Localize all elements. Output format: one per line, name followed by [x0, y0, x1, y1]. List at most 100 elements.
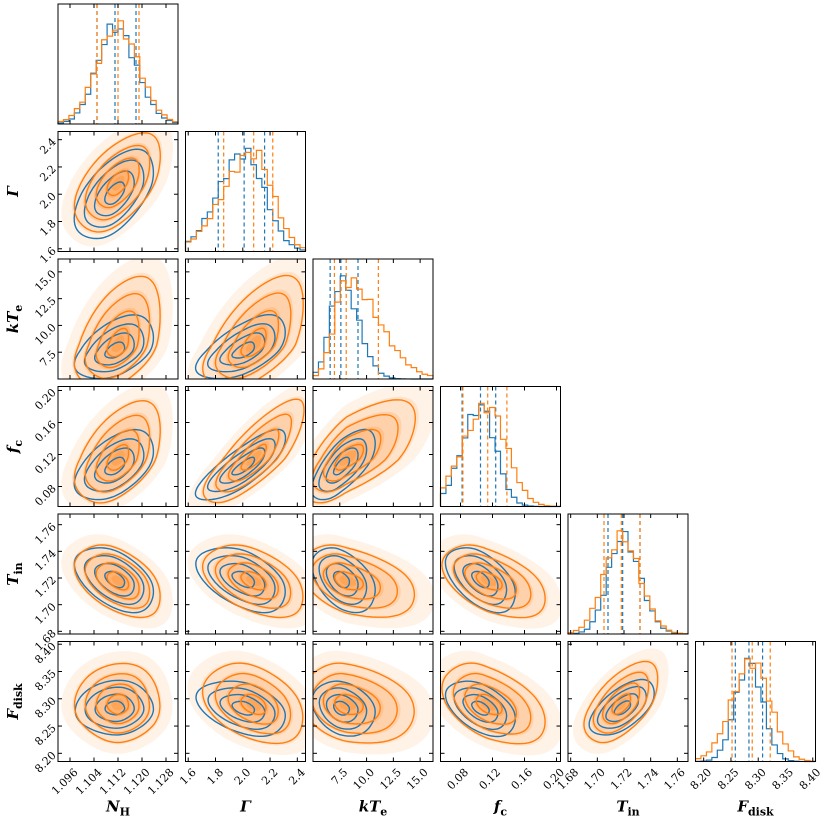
contour-4-2-0-2 [318, 554, 368, 605]
density-band-3-1-2 [213, 411, 294, 494]
panel-frame-2-1 [185, 258, 306, 380]
x-tick-label-2-0: 7.5 [329, 766, 351, 788]
contour-2-1-0-1 [219, 332, 266, 366]
contour-5-3-0-3 [444, 680, 517, 738]
y-tick-label-5-1: 8.25 [32, 722, 59, 749]
contours-4-1 [195, 544, 304, 619]
contour-5-4-1-1 [602, 682, 641, 725]
contour-4-0-1-0 [106, 570, 130, 591]
y-tick-label-3-1: 0.12 [32, 450, 59, 477]
x-tick-label-2-1: 10.0 [351, 766, 378, 793]
contour-1-0-0-3 [73, 148, 155, 240]
x-tick-label-4-4: 1.76 [661, 766, 688, 793]
contour-3-1-0-1 [219, 447, 266, 484]
x-tick-label-0-4: 1.128 [145, 766, 176, 797]
y-axis-label-4: Tin [4, 562, 25, 585]
contour-5-1-1-1 [227, 683, 279, 725]
x-tick-label-1-0: 1.6 [177, 766, 199, 788]
density-band-5-1-1 [200, 661, 306, 746]
contour-2-1-1-3 [202, 274, 304, 379]
panel-frame-4-3 [440, 513, 561, 635]
density-2-0 [61, 259, 173, 379]
contours-4-3 [441, 544, 546, 619]
histogram-1-series-1 [184, 149, 307, 252]
contours-3-1 [194, 398, 305, 504]
x-tick-label-4-1: 1.70 [581, 766, 608, 793]
x-tick-label-0-1: 1.104 [73, 766, 104, 797]
contour-2-0-0-2 [83, 323, 145, 373]
contour-5-2-1-2 [313, 672, 398, 735]
panel-frame-5-4 [567, 641, 689, 762]
contour-4-1-1-0 [240, 570, 267, 591]
contour-4-0-1-1 [95, 562, 140, 600]
contours-5-0 [73, 662, 161, 744]
contour-5-0-1-1 [95, 683, 140, 725]
histogram-2-series-0 [312, 275, 433, 380]
contour-4-1-1-3 [201, 544, 304, 619]
x-tick-label-5-3: 8.35 [770, 766, 797, 793]
contour-2-0-1-3 [73, 275, 161, 379]
contour-4-3-1-2 [452, 553, 532, 610]
contour-4-3-1-3 [441, 544, 546, 619]
contour-4-2-1-2 [313, 553, 398, 609]
contour-5-0-1-0 [106, 693, 130, 715]
density-band-5-3-1 [440, 661, 548, 746]
contour-5-0-0-3 [74, 679, 155, 736]
x-axis-label-4: Tin [616, 798, 639, 819]
contour-1-0-0-0 [104, 181, 126, 205]
contour-2-1-1-2 [214, 292, 292, 379]
x-tick-label-2-3: 15.0 [404, 766, 431, 793]
y-tick-label-4-2: 1.72 [32, 574, 59, 601]
plot-lines [57, 4, 817, 763]
histogram-4-series-1 [567, 530, 689, 635]
panel-frame-1-1 [185, 131, 306, 252]
x-tick-label-1-2: 2.0 [232, 766, 254, 788]
y-tick-label-4-1: 1.70 [32, 600, 59, 627]
contour-4-0-1-2 [84, 553, 151, 609]
x-tick-label-3-0: 0.08 [445, 766, 472, 793]
density-5-3 [440, 650, 561, 756]
contour-3-2-0-3 [313, 428, 376, 501]
contour-1-0-1-3 [73, 132, 162, 233]
contour-5-3-1-0 [475, 693, 503, 716]
contour-3-2-0-0 [332, 456, 351, 476]
panel-frame-4-2 [312, 513, 434, 635]
contour-4-3-0-0 [470, 570, 490, 589]
y-tick-label-5-3: 8.35 [32, 667, 59, 694]
density-5-4 [572, 648, 669, 754]
contour-5-4-0-1 [605, 693, 640, 723]
histogram-1-series-0 [184, 147, 307, 252]
contour-5-2-0-2 [318, 687, 368, 730]
contour-5-4-1-0 [611, 693, 632, 715]
y-axis-label-5: Fdisk [4, 683, 25, 721]
contours-1-0 [73, 132, 162, 240]
contour-3-1-1-3 [202, 398, 305, 504]
panel-frame-5-1 [185, 641, 306, 762]
contour-4-2-1-1 [322, 562, 381, 600]
contour-2-0-1-1 [95, 310, 140, 369]
y-tick-label-2-3: 15.0 [32, 268, 59, 295]
y-tick-label-2-2: 12.5 [32, 294, 59, 321]
density-band-5-4-1 [582, 659, 660, 745]
contour-5-1-1-3 [201, 662, 304, 745]
contour-1-0-1-1 [95, 157, 140, 209]
x-axis-label-1: Γ [239, 798, 252, 816]
contour-4-3-1-1 [464, 562, 518, 600]
contour-3-0-1-3 [73, 399, 161, 504]
histogram-0-series-1 [57, 20, 179, 124]
contours-5-4 [583, 660, 659, 744]
contour-3-2-1-1 [322, 428, 382, 482]
x-tick-label-4-3: 1.74 [635, 766, 662, 793]
y-tick-label-2-0: 7.5 [37, 348, 59, 370]
histogram-2-series-1 [312, 277, 434, 379]
x-axis-label-5: Fdisk [736, 798, 774, 819]
histogram-3-series-1 [439, 402, 562, 507]
x-tick-label-3-1: 0.12 [477, 766, 504, 793]
contours-5-3 [441, 662, 546, 745]
density-5-0 [61, 651, 173, 754]
y-axis-label-1: Γ [4, 185, 22, 198]
density-band-3-2-0 [313, 386, 433, 507]
contour-5-1-0-3 [195, 680, 287, 737]
x-tick-label-1-3: 2.2 [259, 766, 281, 788]
